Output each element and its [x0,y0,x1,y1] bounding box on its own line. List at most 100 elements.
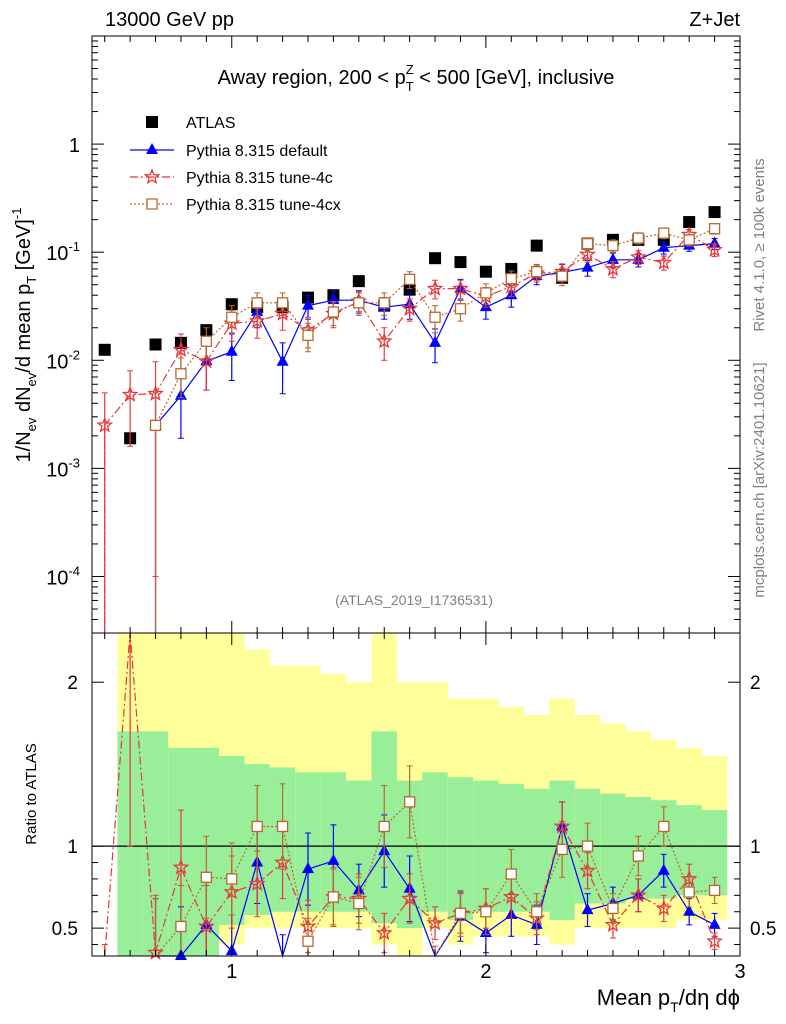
ratio-point [375,924,393,941]
data-point [353,297,365,309]
ratio-point [502,888,520,905]
ratio-y-tick-label-right: 0.5 [750,919,776,940]
data-point [302,298,314,310]
ratio-point [683,904,696,916]
data-point [581,260,594,272]
main-y-tick-label-base: 1 [69,135,80,157]
main-y-axis-title: 1/Nev dNev/d mean pT [GeV]-1 [9,208,39,463]
main-plot: 10-410-310-210-11 Away region, 200 < pTZ… [9,35,741,634]
main-y-tick-label-base: 10 [46,567,68,589]
data-point [429,335,442,347]
data-point [96,416,114,433]
data-point [505,272,517,285]
data-point [480,287,492,299]
ratio-point [708,884,721,897]
ratio-point [403,796,416,808]
ratio-point [706,932,723,949]
ratio-point [327,853,340,865]
data-point [200,335,213,347]
data-point [708,223,721,235]
data-point [429,252,442,265]
data-point [352,275,365,288]
data-point [426,279,444,296]
ratio-axis-ticks: 0.5 0.5 1 1 2 2 1 2 3 [52,633,776,983]
main-y-tick-label: 10-1 [46,239,80,265]
data-point [302,329,314,342]
svg-text:Ratio to ATLAS: Ratio to ATLAS [23,743,40,844]
ratio-y-axis-title: Ratio to ATLAS [23,743,40,844]
ratio-point [480,906,492,918]
data-point [683,216,696,229]
ratio-point [531,906,543,918]
data-point [502,277,520,294]
mcplots-reference-label: mcplots.cern.ch [arXiv:2401.10621] [751,362,768,597]
data-point [149,338,162,351]
data-point [556,270,568,282]
ratio-point [632,850,645,862]
data-point [378,297,390,309]
x-tick-label: 3 [734,961,745,983]
data-point [708,206,721,219]
ratio-point [200,871,213,883]
ratio-y-tick-label-left: 2 [67,673,78,694]
ratio-point [378,820,390,833]
ratio-plot: 0.5 0.5 1 1 2 2 1 2 3 Ratio to ATLAS Mean pT/dη … [23,632,776,1015]
band-green [422,772,448,912]
ratio-point [604,915,622,932]
legend-marker-tune-4cx [146,198,158,210]
legend-label-atlas: ATLAS [186,115,236,132]
ratio-point [426,914,444,931]
ratio-point [327,891,340,903]
ratio-point [353,897,365,910]
data-point [479,265,492,278]
data-point [454,303,467,315]
data-point [706,241,723,258]
data-point [274,304,291,321]
data-point [531,266,543,278]
data-point [403,273,416,286]
data-point [454,256,467,269]
ratio-point [454,907,467,920]
ratio-y-tick-label-left: 0.5 [52,919,78,940]
svg-text:mcplots.cern.ch [arXiv:2401.10: mcplots.cern.ch [arXiv:2401.10621] [751,362,768,597]
ratio-series-layer [101,632,723,960]
data-point [658,227,670,239]
main-y-tick-label-base: 10 [46,459,68,481]
main-y-tick-label: 10-3 [46,455,80,481]
x-tick-label: 1 [226,961,237,983]
ratio-point [579,861,596,878]
legend-star-icon [143,168,161,185]
analysis-id-watermark: (ATLAS_2019_I1736531) [335,592,493,608]
rivet-version-label: Rivet 4.1.0, ≥ 100k events [751,158,768,331]
main-axis-ticks: 10-410-310-210-11 [46,36,740,634]
legend: ATLAS Pythia 8.315 default Pythia 8.315 … [130,115,341,214]
ratio-point [505,868,517,880]
main-y-tick-label: 10-2 [46,347,80,373]
ratio-point [607,902,619,915]
main-y-tick-label-base: 10 [46,351,68,373]
x-axis-title: Mean pT/dη dϕ [597,985,740,1015]
data-point [375,332,393,349]
ratio-point [302,935,314,947]
data-point [604,260,622,277]
legend-label-default: Pythia 8.315 default [186,143,328,160]
data-point [121,385,139,402]
data-point [248,312,266,329]
data-point [579,245,596,262]
ratio-point [630,886,647,903]
ratio-series-line [104,632,716,957]
collision-energy-label: 13000 GeV pp [105,9,234,31]
data-point [276,297,289,309]
data-point [607,239,619,252]
data-point [175,368,187,380]
process-label: Z+Jet [689,9,740,31]
legend-marker-default [146,143,158,154]
data-point [225,298,238,311]
data-point [98,343,111,356]
ratio-point [658,820,670,833]
data-point [632,232,645,244]
main-series-layer [96,206,723,634]
data-point [630,248,647,265]
ratio-point [655,899,673,916]
